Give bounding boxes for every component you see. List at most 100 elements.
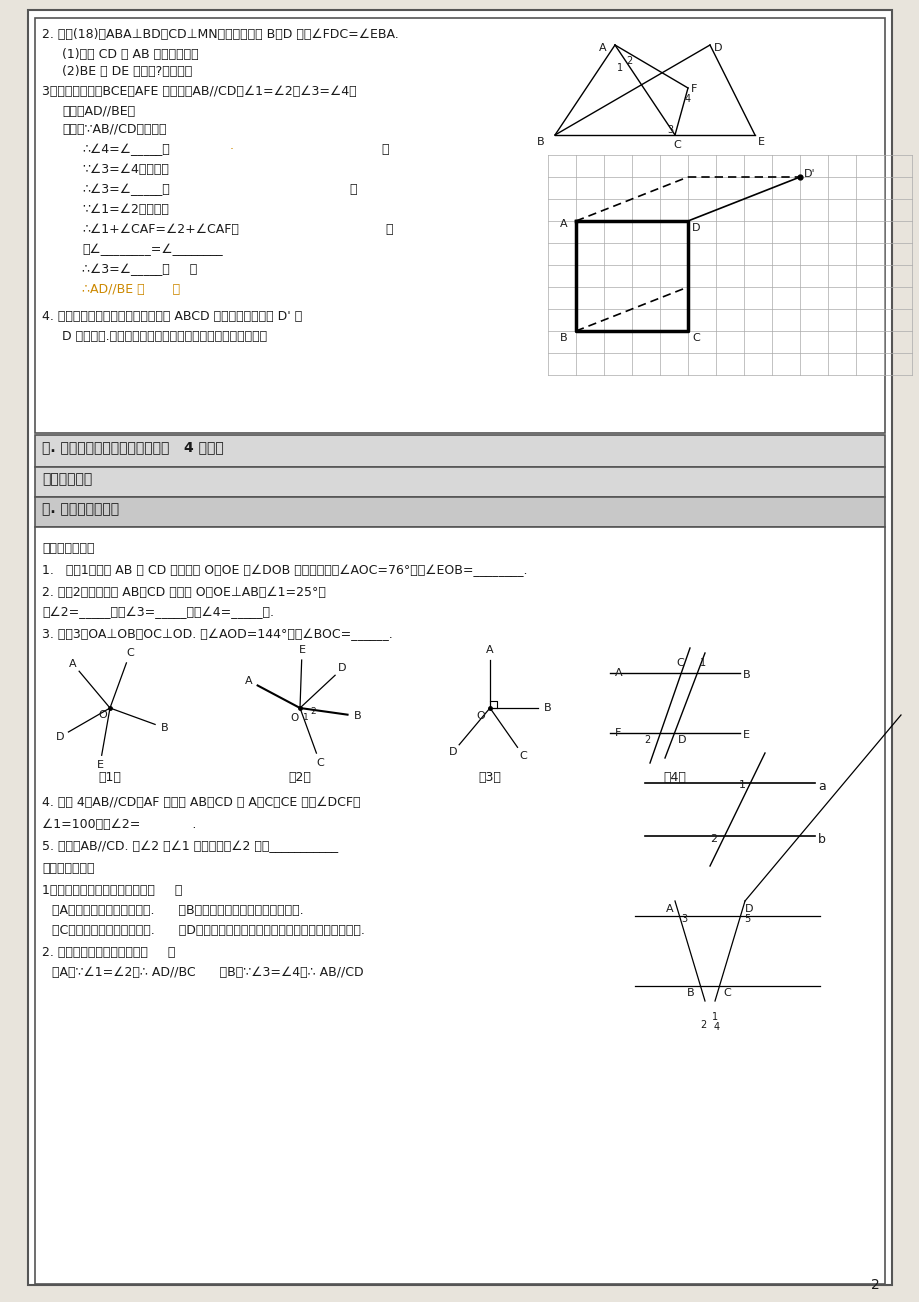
Text: (1)判断 CD 与 AB 的位置关系；: (1)判断 CD 与 AB 的位置关系；	[62, 48, 199, 61]
Text: O: O	[98, 710, 107, 720]
Text: D: D	[676, 736, 686, 745]
Text: a: a	[817, 780, 825, 793]
Text: A: A	[244, 676, 253, 686]
Text: ）: ）	[310, 143, 389, 156]
Text: C: C	[675, 658, 684, 668]
Text: ∴∠3=∠_____（     ）: ∴∠3=∠_____（ ）	[82, 263, 197, 276]
Text: B: B	[686, 988, 693, 999]
Text: 1: 1	[617, 62, 622, 73]
Text: 4. 如图 4，AB//CD，AF 分别交 AB、CD 于 A、C。CE 平分∠DCF，: 4. 如图 4，AB//CD，AF 分别交 AB、CD 于 A、C。CE 平分∠…	[42, 796, 360, 809]
Text: B: B	[353, 711, 361, 721]
Text: 证明：∵AB//CD（已知）: 证明：∵AB//CD（已知）	[62, 122, 166, 135]
Text: (2)BE 与 DE 平行吗?为什么？: (2)BE 与 DE 平行吗?为什么？	[62, 65, 192, 78]
Text: D: D	[448, 747, 457, 758]
Text: （一）、填空题: （一）、填空题	[42, 542, 95, 555]
Text: D: D	[743, 904, 752, 914]
Text: D: D	[713, 43, 721, 53]
Text: （二）、选择题: （二）、选择题	[42, 862, 95, 875]
Text: （1）: （1）	[98, 771, 121, 784]
Text: 四. 课堂小结，知识再现（时间：   4 分钟）: 四. 课堂小结，知识再现（时间： 4 分钟）	[42, 440, 223, 454]
Text: （A）相等的两个角是对顶角.      （B）有公共顶点的两个角是对顶角.: （A）相等的两个角是对顶角. （B）有公共顶点的两个角是对顶角.	[52, 904, 303, 917]
Bar	[35, 497, 884, 527]
Text: （2）: （2）	[289, 771, 312, 784]
Text: 2: 2	[310, 707, 315, 716]
Text: A: A	[664, 904, 673, 914]
Text: 5. 如图，AB//CD. 若∠2 是∠1 的两倍，则∠2 等于___________: 5. 如图，AB//CD. 若∠2 是∠1 的两倍，则∠2 等于________…	[42, 840, 338, 853]
Text: ∠1=100，则∠2=             .: ∠1=100，则∠2= .	[42, 818, 196, 831]
Text: 1.   如图1，直线 AB 和 CD 相交于点 O，OE 是∠DOB 的平分线，若∠AOC=76°，则∠EOB=________.: 1. 如图1，直线 AB 和 CD 相交于点 O，OE 是∠DOB 的平分线，若…	[42, 564, 527, 577]
Text: A: A	[614, 668, 622, 678]
Text: ∵∠3=∠4（已知）: ∵∠3=∠4（已知）	[82, 163, 169, 176]
Text: A: A	[69, 659, 76, 668]
Text: B: B	[743, 671, 750, 680]
Text: （4）: （4）	[663, 771, 686, 784]
Text: E: E	[756, 137, 764, 147]
Text: E: E	[743, 730, 749, 740]
Text: D 的对应点.（要求在立体图中，看不到的线条用虚线表示）: D 的对应点.（要求在立体图中，看不到的线条用虚线表示）	[62, 329, 267, 342]
Text: 3. 如图3，OA⊥OB，OC⊥OD. 若∠AOD=144°，则∠BOC=______.: 3. 如图3，OA⊥OB，OC⊥OD. 若∠AOD=144°，则∠BOC=___…	[42, 628, 392, 641]
Text: 总结检测情况: 总结检测情况	[42, 473, 92, 486]
Text: 2. 如图，下列推理正确的是（     ）: 2. 如图，下列推理正确的是（ ）	[42, 947, 176, 960]
Text: ）: ）	[330, 223, 393, 236]
Text: 2: 2	[625, 56, 631, 66]
Bar	[35, 527, 884, 1284]
Text: 求证：AD//BE。: 求证：AD//BE。	[62, 105, 135, 118]
Text: B: B	[544, 703, 551, 713]
Text: 3: 3	[681, 914, 686, 924]
Text: C: C	[691, 333, 699, 342]
Text: 4: 4	[713, 1022, 720, 1031]
Text: F: F	[690, 85, 697, 94]
Text: E: E	[96, 760, 103, 769]
Text: 1: 1	[738, 780, 744, 790]
Text: 3、已知，如图，BCE、AFE 是直线，AB//CD，∠1=∠2，∠3=∠4。: 3、已知，如图，BCE、AFE 是直线，AB//CD，∠1=∠2，∠3=∠4。	[42, 85, 357, 98]
Text: C: C	[315, 758, 323, 767]
Text: O: O	[289, 713, 298, 723]
Text: ∴∠3=∠_____（: ∴∠3=∠_____（	[82, 184, 170, 197]
Text: O: O	[475, 711, 484, 721]
Text: D: D	[55, 732, 64, 742]
Text: 2: 2	[869, 1279, 879, 1292]
Bar	[35, 435, 884, 467]
Text: 即∠________=∠________: 即∠________=∠________	[82, 243, 222, 256]
Text: 2. 如图(18)，ABA⊥BD，CD⊥MN，垂足分别是 B、D 点，∠FDC=∠EBA.: 2. 如图(18)，ABA⊥BD，CD⊥MN，垂足分别是 B、D 点，∠FDC=…	[42, 29, 398, 40]
Text: （C）一条直线只有一条垂线.      （D）过直线外一点有且只有一条直线垂直于已知直线.: （C）一条直线只有一条垂线. （D）过直线外一点有且只有一条直线垂直于已知直线.	[52, 924, 365, 937]
Text: （3）: （3）	[478, 771, 501, 784]
Text: ）: ）	[310, 184, 357, 197]
Text: A: A	[598, 43, 607, 53]
Text: C: C	[519, 750, 527, 760]
Text: B: B	[161, 723, 168, 733]
Text: （A）∵∠1=∠2，∴ AD//BC      （B）∵∠3=∠4，∴ AB//CD: （A）∵∠1=∠2，∴ AD//BC （B）∵∠3=∠4，∴ AB//CD	[52, 966, 363, 979]
Text: 1: 1	[699, 658, 706, 668]
Text: B: B	[560, 333, 567, 342]
Text: ∴AD//BE （       ）: ∴AD//BE （ ）	[82, 283, 180, 296]
Text: D': D'	[803, 169, 815, 178]
Text: D: D	[338, 664, 346, 673]
Text: D: D	[691, 223, 699, 233]
Text: C: C	[722, 988, 731, 999]
Text: E: E	[298, 644, 305, 655]
Text: 1: 1	[711, 1012, 718, 1022]
Text: ∴∠4=∠_____（: ∴∠4=∠_____（	[82, 143, 170, 156]
Text: ∵∠1=∠2（已知）: ∵∠1=∠2（已知）	[82, 203, 169, 216]
Text: C: C	[126, 648, 133, 659]
Text: 3: 3	[666, 125, 673, 135]
Text: 2: 2	[709, 835, 717, 844]
Text: 2. 如图2，已知直线 AB，CD 相交于 O，OE⊥AB，∠1=25°，: 2. 如图2，已知直线 AB，CD 相交于 O，OE⊥AB，∠1=25°，	[42, 586, 325, 599]
Text: C: C	[673, 141, 680, 150]
Text: F: F	[614, 728, 620, 738]
Text: 五. 课外作业布置：: 五. 课外作业布置：	[42, 503, 119, 516]
Text: 4. 在方格纸上，利用平移画出长方形 ABCD 的立体图，其中点 D' 是: 4. 在方格纸上，利用平移画出长方形 ABCD 的立体图，其中点 D' 是	[42, 310, 302, 323]
Text: ·: ·	[230, 143, 233, 156]
Text: 4: 4	[685, 94, 690, 104]
Text: B: B	[537, 137, 544, 147]
Text: A: A	[485, 644, 494, 655]
Text: 5: 5	[743, 914, 750, 924]
Text: 则∠2=_____度，∠3=_____度，∠4=_____度.: 则∠2=_____度，∠3=_____度，∠4=_____度.	[42, 605, 274, 618]
Text: 1、下列命题中，是真命题的是（     ）: 1、下列命题中，是真命题的是（ ）	[42, 884, 182, 897]
Bar	[35, 18, 884, 434]
Text: b: b	[817, 833, 825, 846]
Text: 2: 2	[699, 1019, 706, 1030]
Text: 1: 1	[302, 713, 309, 723]
Text: A: A	[560, 219, 567, 229]
Text: ∴∠1+∠CAF=∠2+∠CAF（: ∴∠1+∠CAF=∠2+∠CAF（	[82, 223, 239, 236]
